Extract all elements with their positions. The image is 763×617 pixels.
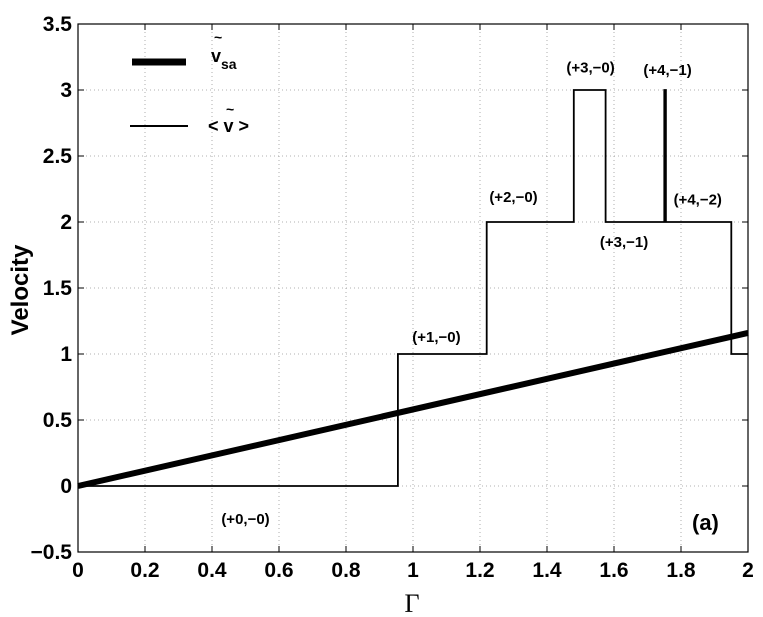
series-lines xyxy=(77,89,749,489)
annotation-label: (+3,−1) xyxy=(600,234,648,251)
annotation-label: (+4,−1) xyxy=(643,62,691,79)
x-axis-ticks: 0 0.2 0.4 0.6 0.8 1 1.2 1.4 1.6 1.8 2 xyxy=(72,24,754,582)
x-tick-label: 2 xyxy=(742,559,754,582)
state-annotations: (+0,−0) (+1,−0) (+2,−0) (+3,−0) (+3,−1) (+4,−… xyxy=(221,60,722,528)
y-tick-label: 3 xyxy=(60,79,72,102)
y-axis-ticks: −0.5 0 0.5 1 1.5 2 2.5 3 3.5 xyxy=(31,13,748,564)
y-axis-label: Velocity xyxy=(7,244,34,335)
x-tick-label: 1.8 xyxy=(666,559,696,582)
legend-sub-vsa: sa xyxy=(221,56,237,72)
legend-label-mean-v: < v > xyxy=(208,116,249,136)
y-tick-label: 2 xyxy=(60,211,72,234)
panel-label: (a) xyxy=(692,510,719,535)
series-line-mean-v xyxy=(78,89,748,487)
x-tick-label: 0 xyxy=(72,559,84,582)
y-tick-label: 2.5 xyxy=(43,145,73,168)
legend-accent-vsa: ~ xyxy=(214,29,222,45)
annotation-label: (+1,−0) xyxy=(412,329,460,346)
series-line-vsa xyxy=(77,329,749,489)
annotation-label: (+4,−2) xyxy=(674,192,722,209)
x-axis-label: Γ xyxy=(404,589,419,617)
y-tick-label: 0.5 xyxy=(43,409,73,432)
legend-main-vsa: v xyxy=(211,46,221,66)
x-tick-label: 0.4 xyxy=(197,559,227,582)
legend-accent-mean-v: ~ xyxy=(226,101,234,117)
x-tick-label: 0.8 xyxy=(331,559,361,582)
x-tick-label: 0.2 xyxy=(130,559,159,582)
x-tick-label: 1 xyxy=(407,559,419,582)
annotation-label: (+2,−0) xyxy=(489,189,537,206)
y-tick-label: 1.5 xyxy=(43,277,73,300)
annotation-label: (+0,−0) xyxy=(221,511,269,528)
x-tick-label: 1.6 xyxy=(599,559,628,582)
legend: ~ vsa ~ < v > xyxy=(130,29,249,136)
legend-label-vsa: vsa xyxy=(211,46,237,72)
annotation-label: (+3,−0) xyxy=(566,60,614,77)
y-tick-label: 3.5 xyxy=(43,13,73,36)
grid-lines xyxy=(77,23,749,553)
x-tick-label: 1.4 xyxy=(532,559,562,582)
y-tick-label: −0.5 xyxy=(31,541,73,564)
y-tick-label: 0 xyxy=(60,475,72,498)
y-tick-label: 1 xyxy=(60,343,72,366)
x-tick-label: 0.6 xyxy=(264,559,293,582)
x-tick-label: 1.2 xyxy=(465,559,494,582)
plot-frame xyxy=(77,23,749,553)
